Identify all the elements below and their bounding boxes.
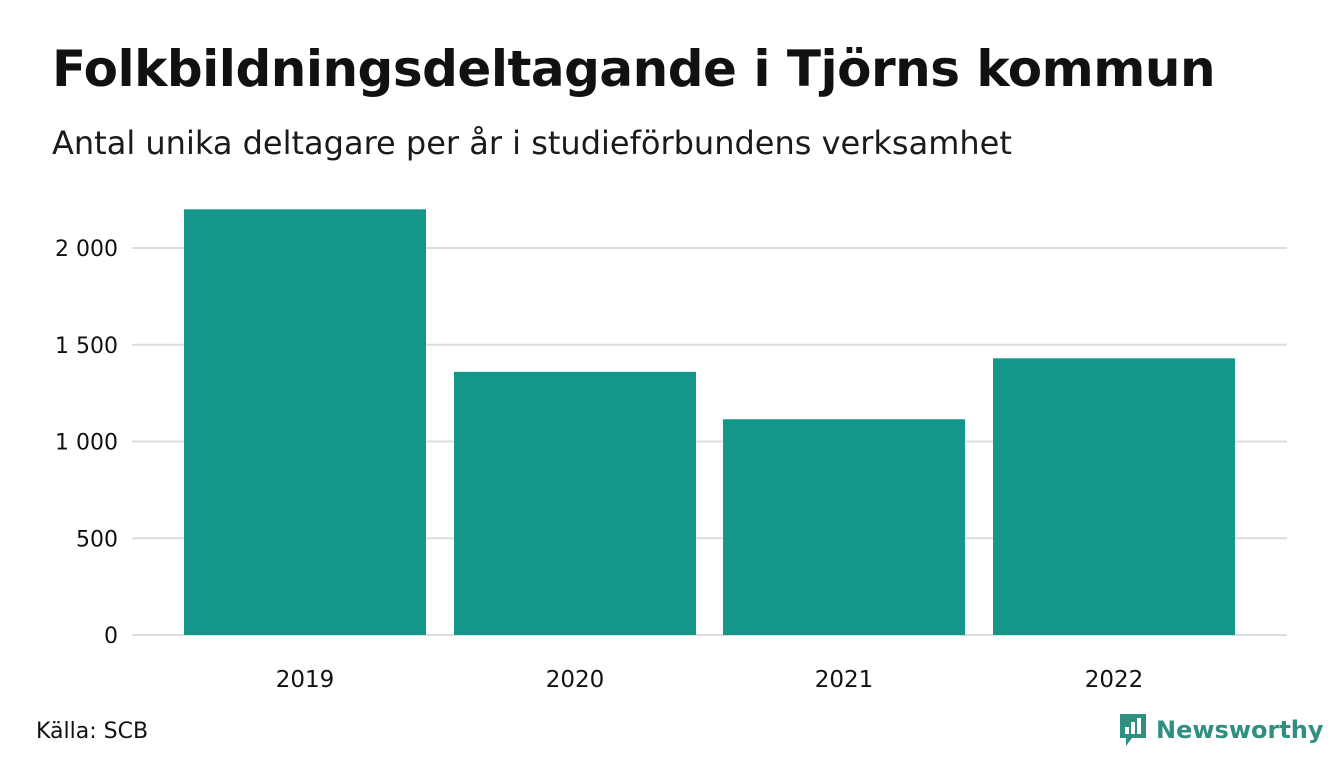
y-tick-label: 0 (104, 624, 118, 649)
chart-title: Folkbildningsdeltagande i Tjörns kommun (52, 40, 1216, 98)
x-tick-label: 2022 (1085, 667, 1144, 693)
bar-2019 (184, 209, 426, 636)
y-tick-label: 1 000 (55, 431, 118, 456)
y-tick-label: 2 000 (55, 237, 118, 262)
bar-2021 (723, 419, 965, 635)
y-tick-label: 500 (76, 527, 118, 552)
bar-2022 (993, 358, 1235, 635)
x-tick-label: 2019 (276, 667, 335, 693)
chart-subtitle: Antal unika deltagare per år i studieför… (52, 124, 1012, 162)
x-tick-label: 2021 (815, 667, 874, 693)
newsworthy-logo-icon (1120, 714, 1146, 746)
source-note: Källa: SCB (36, 719, 149, 744)
brand-name: Newsworthy (1156, 716, 1324, 744)
brand-logo: Newsworthy (1118, 712, 1324, 748)
x-tick-label: 2020 (546, 667, 605, 693)
bar-2020 (454, 371, 696, 635)
y-tick-label: 1 500 (55, 334, 118, 359)
